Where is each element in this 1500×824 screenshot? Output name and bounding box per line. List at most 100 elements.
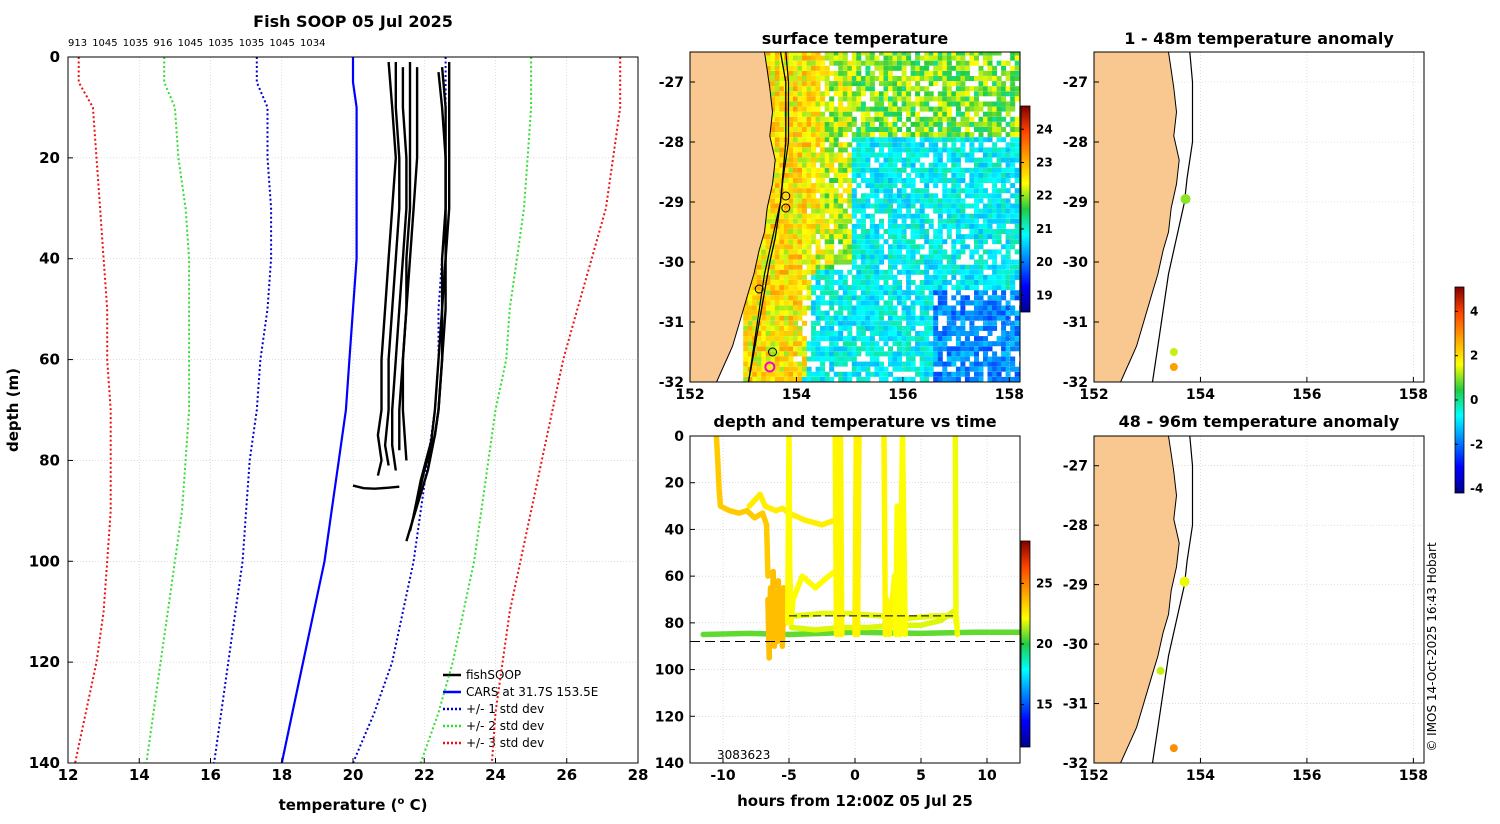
sd1-low-line: [213, 57, 273, 763]
profile-axis-xtick-label: 22: [414, 766, 435, 784]
profile-axis-ytick-label: 40: [39, 250, 60, 268]
anom2-axis-ytick-label: -28: [1063, 518, 1088, 534]
time-axis-ytick-label: 80: [665, 616, 685, 632]
time-axis-xtick-label: 5: [916, 768, 926, 784]
anom1-axis-xtick-label: 156: [1292, 387, 1321, 403]
anom2-axis-ytick-label: -31: [1063, 697, 1088, 713]
sst-station-0: [781, 191, 791, 201]
sst-axis-ytick-label: -30: [659, 255, 685, 271]
fish-cast-7: [412, 71, 447, 517]
sd2-high-line: [419, 57, 533, 763]
time-colorbar-axis-tick-label: 20: [1036, 637, 1053, 651]
top-label: 1045: [269, 38, 294, 49]
anom2-axis-xtick-label: 152: [1079, 768, 1108, 784]
anomaly-colorbar-axis-tick-label: -2: [1470, 437, 1483, 451]
fish-cast-0: [376, 61, 397, 476]
anom1-axis-ytick-label: -29: [1063, 195, 1088, 211]
sst-colorbar-axis-tick-label: 21: [1036, 222, 1053, 236]
anom2-axis: 152 154 156 158 -27 -28 -29 -30 -31 -32: [1063, 459, 1428, 784]
time-axis-ytick-label: 40: [665, 522, 685, 538]
top-label: 1034: [300, 38, 325, 49]
fish-cast-2: [391, 67, 408, 471]
profile-axis-xtick-label: 20: [343, 766, 364, 784]
time-track-3: [765, 568, 788, 661]
anom1-axis-ytick-label: -32: [1063, 375, 1088, 391]
sd3-high-line: [490, 57, 622, 763]
anom2-axis-ytick-label: -29: [1063, 578, 1088, 594]
legend-sd3-label: +/- 3 std dev: [466, 736, 544, 750]
anom1-land-layer: [1094, 52, 1194, 382]
sd3-low-line: [74, 57, 112, 763]
profile-plot-area: [74, 57, 622, 763]
sst-colorbar: [1021, 106, 1030, 312]
sst-axis-xtick-label: 158: [995, 387, 1024, 403]
anomaly-colorbar: [1455, 287, 1464, 493]
anom1-point-1: [1169, 348, 1178, 356]
sst-station-2: [754, 284, 764, 294]
anom2-axis-xtick-label: 154: [1186, 768, 1215, 784]
anomaly-colorbar-axis-tick-label: -4: [1470, 482, 1483, 496]
sst-axis-ytick-label: -32: [659, 375, 684, 391]
time-track-1: [713, 436, 771, 579]
profile-axis-ytick-label: 100: [29, 552, 60, 570]
time-colorbar-axis-outline: [1020, 540, 1031, 748]
profile-axis-ytick-label: 0: [50, 48, 60, 66]
sd2-low-line: [145, 57, 191, 763]
sst-station-3: [768, 347, 777, 357]
anomaly-colorbar-axis-tick-label: 0: [1470, 393, 1478, 407]
top-label: 916: [153, 38, 172, 49]
sst-colorbar-axis-tick-label: 19: [1036, 288, 1053, 302]
anom2-axis-ytick-label: -30: [1063, 637, 1089, 653]
time-title: depth and temperature vs time: [713, 412, 996, 431]
anom2-axis-ytick-label: -32: [1063, 756, 1088, 772]
legend-sd2-label: +/- 2 std dev: [466, 719, 544, 733]
anomaly-colorbar-axis-tick-label: 2: [1470, 349, 1478, 363]
profile-axis-xtick-label: 12: [58, 766, 79, 784]
time-track-7: [832, 436, 845, 638]
time-axis-xtick-label: -5: [781, 768, 797, 784]
legend-sd1-label: +/- 1 std dev: [466, 702, 544, 716]
top-label: 1035: [239, 38, 264, 49]
fish-cast-1: [383, 62, 401, 466]
anom1-point-2: [1169, 363, 1178, 371]
sst-station-1: [781, 203, 791, 213]
profile-axis-ytick-label: 140: [29, 754, 60, 772]
time-colorbar: [1021, 541, 1030, 747]
fish-cast-4: [401, 67, 419, 461]
anomaly-colorbar-axis-outline: [1454, 286, 1465, 494]
time-annotation: 3083623: [717, 748, 770, 762]
sst-axis-ytick-label: -29: [659, 195, 684, 211]
time-track-10: [891, 436, 908, 638]
anom1-land: [1094, 52, 1180, 382]
anom1-frame: [1093, 51, 1425, 383]
sst-axis: 152 154 156 158 -27 -28 -29 -30 -31 -32: [659, 75, 1024, 403]
time-plot-area: [690, 436, 1020, 661]
anom2-points: [1156, 576, 1190, 753]
sst-plot-area: [743, 52, 1020, 382]
sst-colorbar-axis-tick-label: 22: [1036, 189, 1053, 203]
profile-axis-xtick-label: 14: [129, 766, 150, 784]
anom2-land: [1094, 436, 1180, 763]
sst-track-line: [747, 52, 787, 382]
time-axis-ytick-label: 0: [674, 429, 684, 445]
profile-legend: fishSOOP CARS at 31.7S 153.5E +/- 1 std …: [443, 668, 598, 750]
anomaly-colorbar-axis-tick-label: 4: [1470, 304, 1478, 318]
anom1-axis-xtick-label: 158: [1399, 387, 1428, 403]
profile-title: Fish SOOP 05 Jul 2025: [253, 12, 453, 31]
profile-xlabel: temperature (o C): [279, 796, 428, 814]
sst-shelf-line: [747, 52, 790, 382]
sst-colorbar-axis-outline: [1020, 105, 1031, 313]
profile-top-labels: 913 1045 1035 916 1045 1035 1035 1045 1034: [68, 38, 325, 49]
time-colorbar-axis: 15 20 25: [1020, 540, 1053, 748]
anom2-axis-ytick-label: -27: [1063, 459, 1088, 475]
sst-colorbar-axis: 19 20 21 22 23 24: [1020, 105, 1053, 313]
top-label: 1035: [208, 38, 233, 49]
sst-axis-ytick-label: -27: [659, 75, 684, 91]
anom1-shelf-line: [1151, 52, 1194, 382]
profile-axis-xtick-label: 28: [628, 766, 649, 784]
sst-field: [743, 52, 1020, 382]
profile-axis-xtick-label: 18: [271, 766, 292, 784]
profile-grid: [67, 56, 639, 764]
time-track-5: [788, 608, 957, 633]
